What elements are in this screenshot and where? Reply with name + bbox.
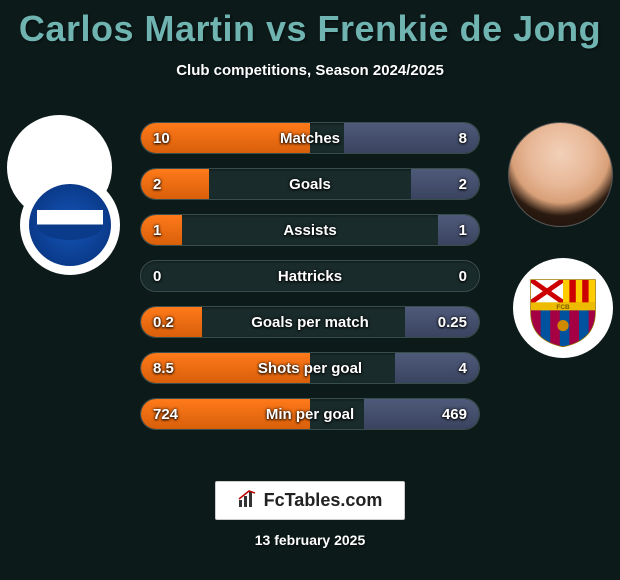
bars-icon	[238, 490, 258, 508]
stat-label: Assists	[141, 215, 479, 245]
page-subtitle: Club competitions, Season 2024/2025	[0, 62, 620, 79]
stat-row: 2Goals2	[140, 168, 480, 200]
stat-label: Hattricks	[141, 261, 479, 291]
stat-row: 0Hattricks0	[140, 260, 480, 292]
stat-value-right: 1	[459, 215, 467, 245]
stat-label: Shots per goal	[141, 353, 479, 383]
stat-row: 8.5Shots per goal4	[140, 352, 480, 384]
stat-row: 0.2Goals per match0.25	[140, 306, 480, 338]
barcelona-crest-icon: FCB	[523, 268, 603, 348]
right-club-badge: FCB	[513, 258, 613, 358]
fctables-watermark: FcTables.com	[215, 481, 406, 520]
alaves-crest-icon	[29, 184, 111, 266]
stat-label: Min per goal	[141, 399, 479, 429]
svg-text:FCB: FCB	[556, 304, 570, 311]
stat-value-right: 4	[459, 353, 467, 383]
right-player-avatar	[508, 122, 613, 227]
stat-label: Goals per match	[141, 307, 479, 337]
stat-row: 724Min per goal469	[140, 398, 480, 430]
date-label: 13 february 2025	[0, 532, 620, 548]
page-title: Carlos Martin vs Frenkie de Jong	[0, 0, 620, 50]
left-club-badge	[20, 175, 120, 275]
stats-table: 10Matches82Goals21Assists10Hattricks00.2…	[140, 122, 480, 444]
footer-brand-label: FcTables.com	[264, 490, 383, 510]
stat-row: 1Assists1	[140, 214, 480, 246]
stat-label: Goals	[141, 169, 479, 199]
stat-row: 10Matches8	[140, 122, 480, 154]
stat-value-right: 0.25	[438, 307, 467, 337]
footer: FcTables.com	[0, 481, 620, 520]
stat-label: Matches	[141, 123, 479, 153]
stat-value-right: 469	[442, 399, 467, 429]
stat-value-right: 0	[459, 261, 467, 291]
stat-value-right: 2	[459, 169, 467, 199]
stat-value-right: 8	[459, 123, 467, 153]
